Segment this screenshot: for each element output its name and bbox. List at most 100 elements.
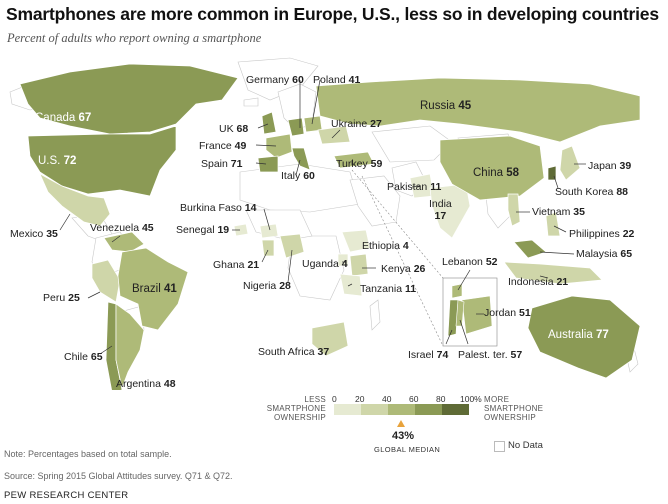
label-philippines: Philippines 22 bbox=[569, 228, 635, 240]
china-region bbox=[439, 135, 545, 201]
legend-bin bbox=[415, 404, 442, 415]
mexico-region bbox=[39, 173, 111, 227]
chart-subtitle: Percent of adults who report owning a sm… bbox=[7, 31, 262, 45]
label-uganda: Uganda 4 bbox=[302, 258, 348, 270]
russia-region bbox=[315, 77, 641, 143]
label-mexico: Mexico 35 bbox=[10, 228, 58, 240]
iceland-shape bbox=[243, 97, 259, 107]
uk-region bbox=[261, 111, 277, 135]
leader-lebanon bbox=[457, 269, 471, 291]
leader-france bbox=[255, 144, 277, 147]
leader-malaysia bbox=[539, 251, 575, 255]
jordan-region bbox=[461, 295, 493, 335]
label-india: India 17 bbox=[429, 198, 452, 222]
label-palestine: Palest. ter. 57 bbox=[458, 349, 523, 361]
world-map bbox=[9, 57, 641, 390]
australia-region bbox=[527, 295, 641, 379]
leader-uk bbox=[257, 123, 269, 129]
leader-mexico bbox=[59, 213, 71, 231]
label-brazil: Brazil 41 bbox=[132, 283, 177, 295]
vietnam-region bbox=[507, 193, 521, 227]
senegal-region bbox=[233, 223, 249, 237]
legend-bin bbox=[388, 404, 415, 415]
label-kenya: Kenya 26 bbox=[381, 263, 426, 275]
inset-leader-2 bbox=[361, 175, 444, 347]
brazil-region bbox=[117, 247, 189, 331]
leader-nigeria bbox=[287, 249, 293, 283]
leader-philippines bbox=[553, 225, 567, 233]
legend-less-label: LESS SMARTPHONE OWNERSHIP bbox=[266, 395, 326, 422]
leader-ghana bbox=[261, 249, 269, 263]
label-poland: Poland 41 bbox=[313, 74, 361, 86]
legend-tick: 60 bbox=[409, 394, 419, 404]
label-jordan: Jordan 51 bbox=[484, 307, 531, 319]
sahel-shape bbox=[245, 209, 313, 241]
legend-tick: 20 bbox=[355, 394, 365, 404]
leader-chile bbox=[99, 345, 113, 355]
median-marker-icon bbox=[397, 420, 405, 427]
label-ghana: Ghana 21 bbox=[213, 259, 260, 271]
legend-tick: 40 bbox=[382, 394, 392, 404]
ukraine-region bbox=[317, 125, 351, 145]
label-southkorea: South Korea 88 bbox=[555, 186, 628, 198]
leader-indonesia bbox=[539, 275, 549, 279]
philippines-region bbox=[545, 211, 561, 237]
label-chile: Chile 65 bbox=[64, 351, 103, 363]
legend-tick: 100% bbox=[460, 394, 482, 404]
label-china: China 58 bbox=[473, 167, 520, 179]
label-burkina: Burkina Faso 14 bbox=[180, 202, 257, 214]
leader-ukraine bbox=[331, 129, 341, 139]
tanzania-region bbox=[339, 273, 363, 297]
label-italy: Italy 60 bbox=[281, 170, 315, 182]
median-value: 43% bbox=[392, 430, 415, 442]
source-note: Source: Spring 2015 Global Attitudes sur… bbox=[4, 471, 233, 481]
label-venezuela: Venezuela 45 bbox=[90, 222, 154, 234]
label-peru: Peru 25 bbox=[43, 292, 80, 304]
legend-bin bbox=[361, 404, 388, 415]
footnote: Note: Percentages based on total sample. bbox=[4, 449, 172, 459]
label-indonesia: Indonesia 21 bbox=[508, 276, 569, 288]
label-australia: Australia 77 bbox=[548, 329, 609, 341]
levant-inset bbox=[351, 169, 498, 347]
label-argentina: Argentina 48 bbox=[116, 378, 176, 390]
inset-leader-1 bbox=[351, 169, 444, 279]
leader-palestine bbox=[459, 319, 469, 345]
label-nigeria: Nigeria 28 bbox=[243, 280, 291, 292]
leader-venezuela bbox=[111, 235, 121, 243]
label-malaysia: Malaysia 65 bbox=[576, 248, 633, 260]
label-senegal: Senegal 19 bbox=[176, 224, 230, 236]
leader-tanzania bbox=[347, 283, 353, 287]
legend-tick: 0 bbox=[332, 394, 337, 404]
label-turkey: Turkey 59 bbox=[336, 158, 383, 170]
label-pakistan: Pakistan 11 bbox=[387, 181, 442, 193]
label-lebanon: Lebanon 52 bbox=[442, 256, 498, 268]
label-us: U.S. 72 bbox=[38, 155, 77, 167]
israel-region bbox=[447, 299, 459, 337]
germany-region bbox=[287, 117, 305, 137]
ghana-region bbox=[261, 239, 275, 257]
median-label: GLOBAL MEDIAN bbox=[374, 445, 441, 454]
leader-lines bbox=[59, 79, 586, 355]
legend-more-label: MORE SMARTPHONE OWNERSHIP bbox=[484, 395, 544, 422]
madagascar-shape bbox=[369, 299, 381, 331]
legend-bin bbox=[334, 404, 361, 415]
label-ukraine: Ukraine 27 bbox=[331, 118, 382, 130]
label-spain: Spain 71 bbox=[201, 158, 243, 170]
malaysia-region bbox=[513, 239, 547, 259]
label-tanzania: Tanzania 11 bbox=[360, 283, 417, 295]
legend-bin bbox=[442, 404, 469, 415]
france-region bbox=[265, 133, 293, 159]
label-france: France 49 bbox=[199, 140, 247, 152]
chart-title: Smartphones are more common in Europe, U… bbox=[6, 4, 659, 24]
legend-tick: 80 bbox=[436, 394, 446, 404]
label-vietnam: Vietnam 35 bbox=[532, 206, 585, 218]
southafrica-region bbox=[311, 321, 349, 357]
leader-southkorea bbox=[553, 175, 559, 189]
label-uk: UK 68 bbox=[219, 123, 249, 135]
indonesia-region bbox=[503, 261, 603, 285]
leader-israel bbox=[445, 329, 453, 345]
no-data-swatch bbox=[494, 441, 505, 452]
venezuela-region bbox=[103, 231, 145, 253]
label-ethiopia: Ethiopia 4 bbox=[362, 240, 409, 252]
ethiopia-region bbox=[341, 229, 371, 253]
